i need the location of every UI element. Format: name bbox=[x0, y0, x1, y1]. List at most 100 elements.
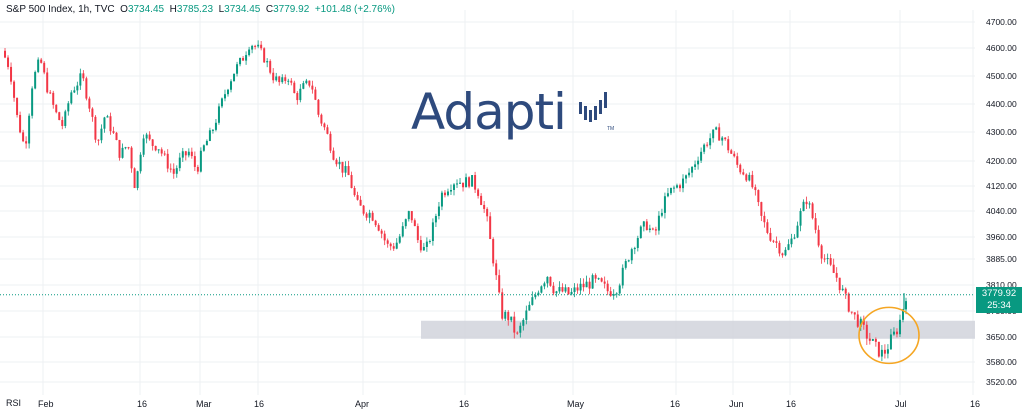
candle-body bbox=[465, 177, 468, 188]
candle-body bbox=[838, 277, 841, 291]
candle-body bbox=[787, 244, 790, 250]
candle-body bbox=[335, 159, 338, 165]
candle-body bbox=[651, 228, 654, 230]
price-tick-label: 4600.00 bbox=[986, 43, 1017, 53]
candle-body bbox=[832, 264, 835, 273]
candle-body bbox=[254, 45, 257, 47]
candle-body bbox=[456, 183, 459, 185]
candle-body bbox=[639, 226, 642, 239]
candle-body bbox=[205, 140, 208, 146]
candle-body bbox=[706, 144, 709, 146]
candle-body bbox=[630, 249, 633, 261]
price-axis[interactable] bbox=[975, 0, 1023, 395]
candle-body bbox=[91, 108, 94, 117]
candle-body bbox=[290, 80, 293, 83]
candle-body bbox=[679, 185, 681, 189]
candle-body bbox=[239, 58, 242, 65]
candle-body bbox=[672, 187, 675, 189]
candle-body bbox=[691, 166, 694, 173]
candle-body bbox=[757, 190, 760, 203]
time-tick-label: 16 bbox=[970, 399, 980, 409]
candle-body bbox=[483, 204, 486, 209]
candle-body bbox=[70, 92, 73, 104]
candle-body bbox=[510, 316, 513, 321]
candle-body bbox=[769, 232, 772, 241]
time-tick-label: Jun bbox=[729, 399, 744, 409]
candle-body bbox=[326, 127, 329, 134]
candle-body bbox=[383, 233, 386, 241]
candle-body bbox=[588, 281, 591, 289]
candle-body bbox=[365, 213, 368, 218]
candle-body bbox=[398, 236, 401, 243]
candle-body bbox=[844, 288, 847, 294]
candle-body bbox=[94, 116, 97, 140]
candle-body bbox=[597, 278, 600, 280]
candle-body bbox=[742, 172, 745, 175]
candle-body bbox=[58, 112, 61, 121]
time-tick-label: 16 bbox=[137, 399, 147, 409]
candle-body bbox=[781, 253, 784, 256]
candle-body bbox=[905, 301, 907, 310]
candle-body bbox=[193, 156, 196, 167]
candle-body bbox=[437, 206, 440, 217]
candle-body bbox=[522, 319, 525, 326]
candle-body bbox=[504, 311, 507, 319]
candle-body bbox=[751, 174, 754, 188]
candle-body bbox=[633, 247, 636, 250]
candle-body bbox=[883, 349, 886, 354]
candle-body bbox=[172, 168, 175, 174]
candle-body bbox=[332, 150, 335, 160]
candle-body bbox=[636, 238, 639, 248]
rsi-pane-label: RSI bbox=[6, 398, 22, 408]
candle-body bbox=[817, 229, 820, 246]
time-tick-label: 16 bbox=[786, 399, 796, 409]
candle-body bbox=[862, 318, 865, 325]
candle-body bbox=[700, 151, 703, 161]
candle-body bbox=[591, 275, 594, 289]
candle-body bbox=[443, 192, 446, 196]
candle-body bbox=[269, 61, 272, 73]
time-axis[interactable] bbox=[0, 395, 975, 411]
candle-body bbox=[103, 117, 106, 129]
candle-body bbox=[612, 294, 615, 296]
price-tick-label: 4300.00 bbox=[986, 127, 1017, 137]
candle-body bbox=[889, 334, 892, 350]
candle-body bbox=[823, 258, 826, 260]
candle-body bbox=[462, 182, 465, 188]
close-label: C bbox=[265, 4, 274, 15]
candle-body bbox=[425, 241, 428, 247]
candle-body bbox=[775, 241, 778, 243]
candle-body bbox=[579, 283, 582, 291]
candle-body bbox=[151, 139, 154, 146]
candle-body bbox=[275, 76, 278, 81]
candle-body bbox=[272, 72, 275, 81]
candle-body bbox=[157, 149, 160, 151]
candle-body bbox=[492, 239, 495, 264]
candle-body bbox=[549, 276, 552, 286]
candle-body bbox=[582, 283, 585, 288]
open-value: 3734.45 bbox=[127, 4, 165, 15]
candle-body bbox=[314, 89, 317, 100]
candle-body bbox=[97, 139, 100, 141]
candle-body bbox=[802, 201, 805, 212]
candle-body bbox=[196, 166, 199, 172]
close-value: 3779.92 bbox=[273, 4, 310, 15]
candle-body bbox=[121, 147, 124, 158]
candle-body bbox=[766, 222, 769, 233]
candle-body bbox=[537, 292, 540, 295]
candle-body bbox=[299, 88, 302, 101]
candle-body bbox=[558, 287, 561, 292]
candle-body bbox=[712, 129, 715, 139]
candle-body bbox=[564, 287, 567, 292]
candle-body bbox=[350, 175, 353, 189]
price-tick-label: 3960.00 bbox=[986, 232, 1017, 242]
price-tick-label: 3520.00 bbox=[986, 377, 1017, 387]
candle-body bbox=[895, 331, 898, 335]
candle-body bbox=[434, 216, 437, 223]
candle-body bbox=[736, 156, 739, 165]
candle-body bbox=[760, 202, 763, 216]
candle-body bbox=[697, 160, 700, 165]
candle-body bbox=[480, 195, 483, 205]
